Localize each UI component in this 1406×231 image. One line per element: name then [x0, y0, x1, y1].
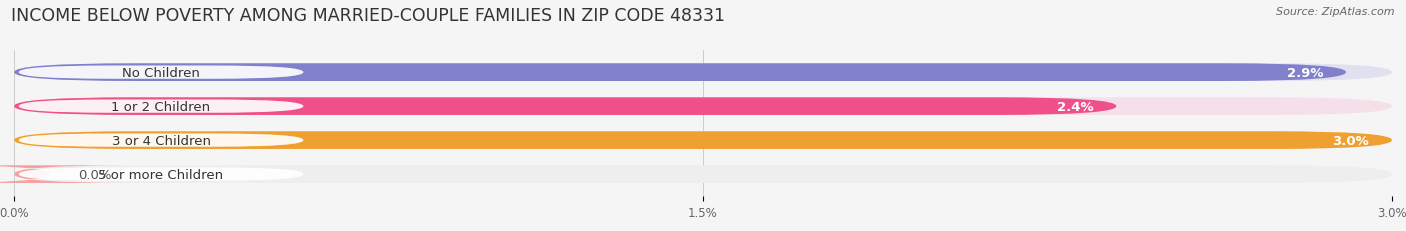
Text: 3 or 4 Children: 3 or 4 Children — [111, 134, 211, 147]
FancyBboxPatch shape — [18, 66, 304, 79]
Text: INCOME BELOW POVERTY AMONG MARRIED-COUPLE FAMILIES IN ZIP CODE 48331: INCOME BELOW POVERTY AMONG MARRIED-COUPL… — [11, 7, 725, 25]
FancyBboxPatch shape — [18, 100, 304, 113]
Text: 2.9%: 2.9% — [1286, 66, 1323, 79]
Text: 2.4%: 2.4% — [1057, 100, 1094, 113]
FancyBboxPatch shape — [14, 64, 1392, 82]
FancyBboxPatch shape — [14, 132, 1392, 149]
FancyBboxPatch shape — [0, 166, 134, 183]
FancyBboxPatch shape — [14, 166, 1392, 183]
FancyBboxPatch shape — [14, 64, 1346, 82]
Text: 5 or more Children: 5 or more Children — [98, 168, 224, 181]
Text: 3.0%: 3.0% — [1333, 134, 1369, 147]
FancyBboxPatch shape — [14, 132, 1392, 149]
Text: 1 or 2 Children: 1 or 2 Children — [111, 100, 211, 113]
FancyBboxPatch shape — [14, 98, 1392, 116]
FancyBboxPatch shape — [18, 168, 304, 181]
Text: No Children: No Children — [122, 66, 200, 79]
FancyBboxPatch shape — [18, 134, 304, 147]
FancyBboxPatch shape — [14, 98, 1116, 116]
Text: Source: ZipAtlas.com: Source: ZipAtlas.com — [1277, 7, 1395, 17]
Text: 0.0%: 0.0% — [79, 168, 112, 181]
